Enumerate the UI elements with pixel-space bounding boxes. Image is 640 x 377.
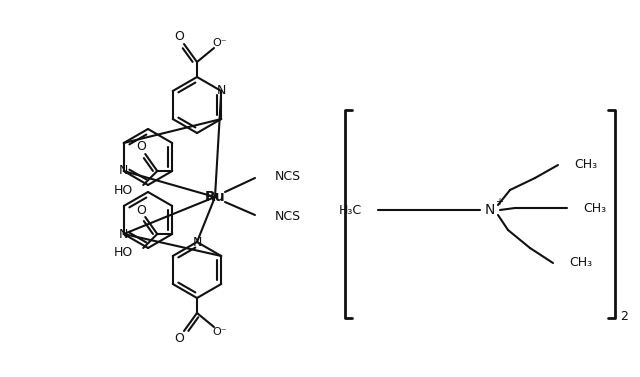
Text: O: O bbox=[174, 331, 184, 345]
Text: 2: 2 bbox=[620, 310, 628, 322]
Text: NCS: NCS bbox=[275, 170, 301, 182]
Text: N: N bbox=[216, 84, 226, 98]
Text: CH₃: CH₃ bbox=[569, 256, 592, 270]
Text: O: O bbox=[136, 204, 146, 216]
Text: O⁻: O⁻ bbox=[212, 38, 227, 48]
Text: HO: HO bbox=[114, 184, 133, 196]
Text: N: N bbox=[485, 203, 495, 217]
Text: HO: HO bbox=[114, 247, 133, 259]
Text: O: O bbox=[136, 141, 146, 153]
Text: Ru: Ru bbox=[205, 190, 225, 204]
Text: NCS: NCS bbox=[275, 210, 301, 224]
Text: N: N bbox=[119, 164, 129, 178]
Text: O⁻: O⁻ bbox=[212, 327, 227, 337]
Text: CH₃: CH₃ bbox=[574, 158, 597, 172]
Text: +: + bbox=[495, 197, 503, 207]
Text: CH₃: CH₃ bbox=[583, 201, 606, 215]
Text: O: O bbox=[174, 31, 184, 43]
Text: H₃C: H₃C bbox=[339, 204, 362, 216]
Text: N: N bbox=[192, 236, 202, 248]
Text: N: N bbox=[119, 227, 129, 241]
